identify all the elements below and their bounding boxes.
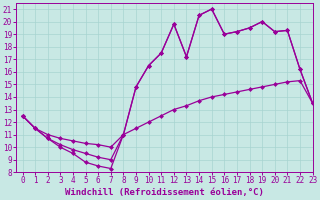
- X-axis label: Windchill (Refroidissement éolien,°C): Windchill (Refroidissement éolien,°C): [65, 188, 264, 197]
